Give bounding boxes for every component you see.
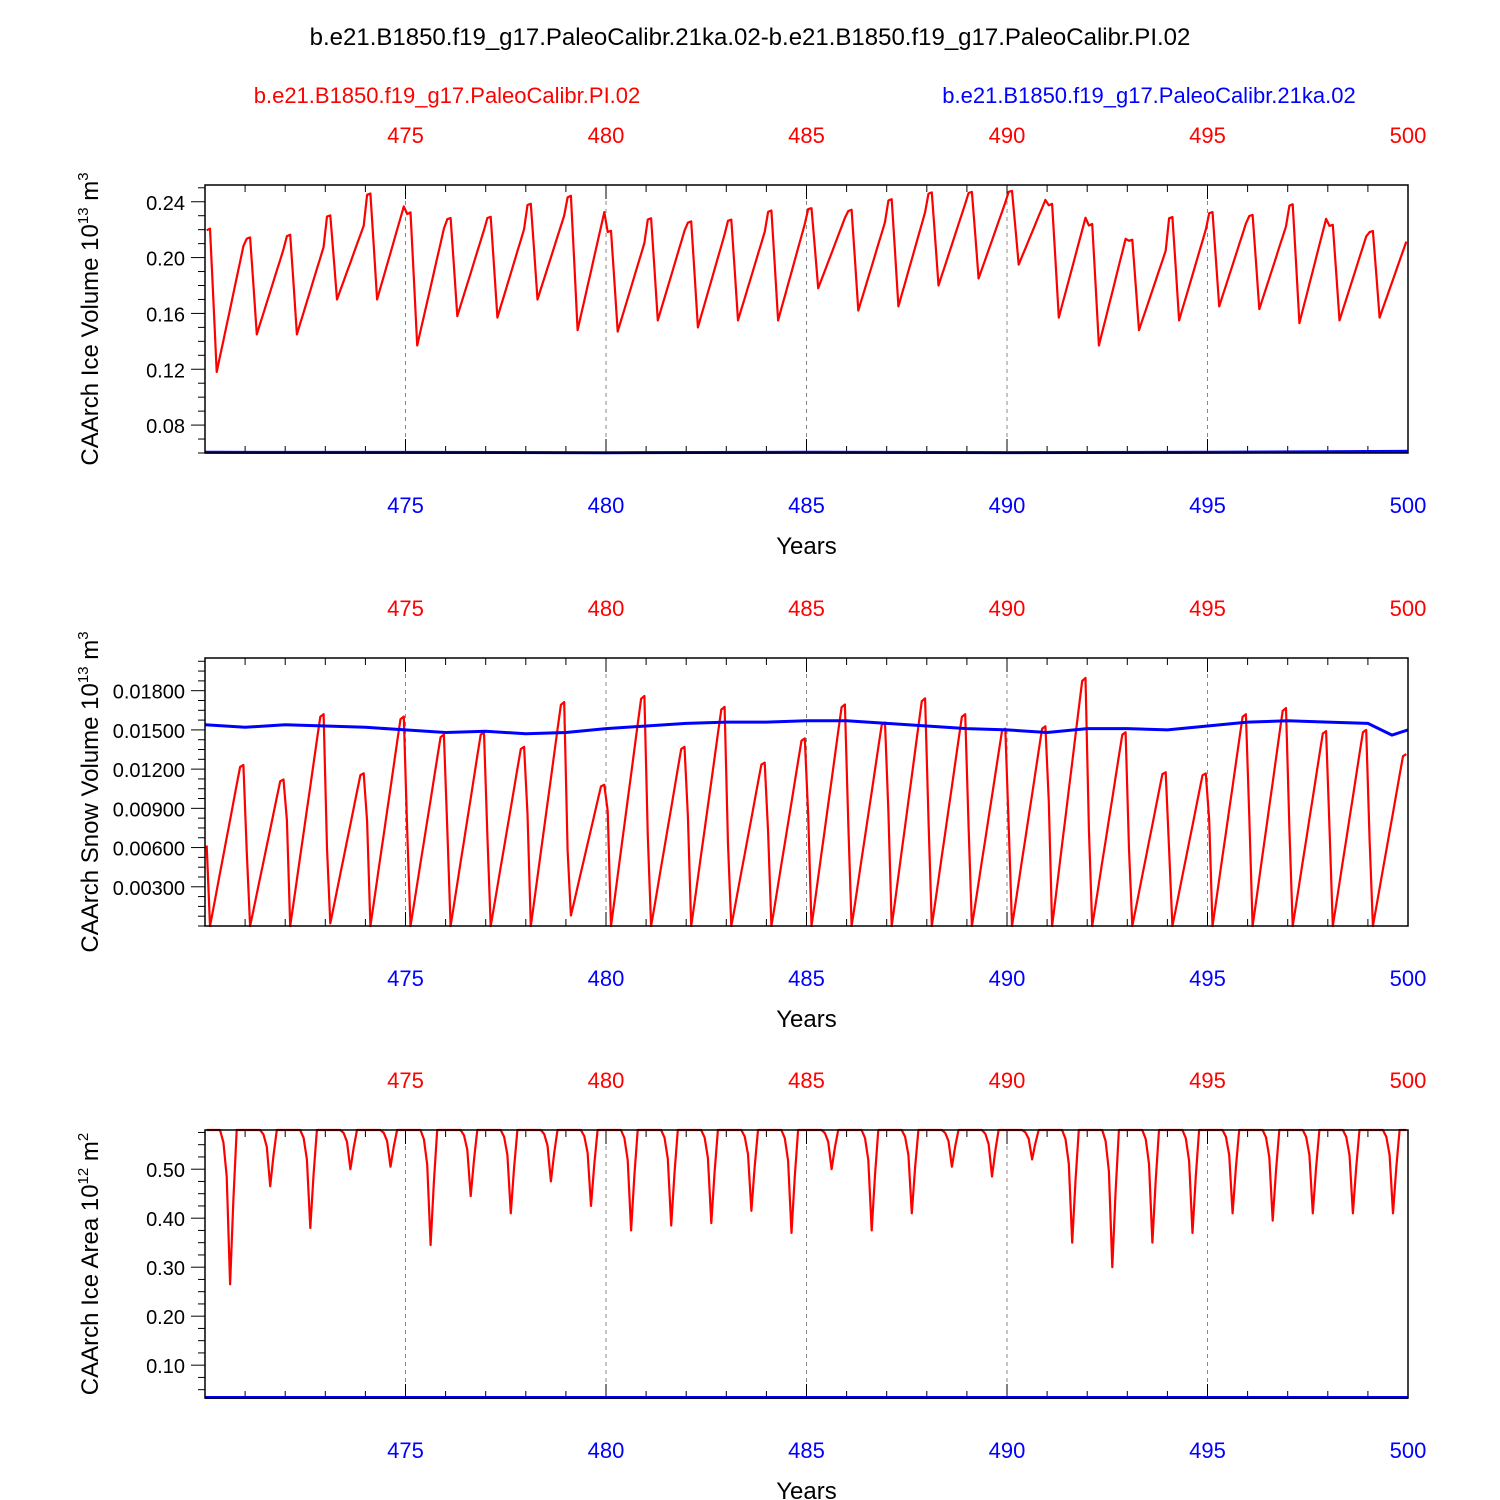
y-axis-label-main: CAArch Ice Area 10 bbox=[77, 1184, 104, 1395]
x-tick-label: 475 bbox=[387, 493, 424, 518]
plot-frame bbox=[204, 657, 1409, 927]
x-tick-label: 475 bbox=[387, 966, 424, 991]
y-axis-label-exp: 13 bbox=[75, 666, 92, 683]
x-tick-label: 490 bbox=[989, 1438, 1026, 1463]
series-line-pi bbox=[205, 676, 1407, 928]
x-tick-label-top: 490 bbox=[989, 1068, 1026, 1093]
x-tick-label-top: 500 bbox=[1390, 1068, 1427, 1093]
y-axis-label-exp: 13 bbox=[75, 207, 92, 224]
y-tick-label: 0.12 bbox=[146, 360, 185, 382]
x-tick-label: 500 bbox=[1390, 1438, 1427, 1463]
y-tick-label: 0.08 bbox=[146, 416, 185, 438]
x-tick-label: 490 bbox=[989, 966, 1026, 991]
x-tick-label: 500 bbox=[1390, 966, 1427, 991]
y-tick-label: 0.30 bbox=[146, 1258, 185, 1280]
y-tick-label: 0.16 bbox=[146, 304, 185, 326]
y-axis-label: CAArch Ice Volume 1013 m3 bbox=[75, 172, 104, 465]
x-tick-label: 480 bbox=[588, 1438, 625, 1463]
x-tick-label-top: 475 bbox=[387, 1068, 424, 1093]
y-axis-label-main: CAArch Snow Volume 10 bbox=[77, 683, 104, 952]
y-axis-label-main: CAArch Ice Volume 10 bbox=[77, 224, 104, 465]
y-axis-label: CAArch Snow Volume 1013 m3 bbox=[75, 631, 104, 952]
x-tick-label-top: 500 bbox=[1390, 123, 1427, 148]
x-tick-label: 485 bbox=[788, 966, 825, 991]
series-line-pi bbox=[206, 189, 1408, 374]
x-tick-label: 500 bbox=[1390, 493, 1427, 518]
y-tick-label: 0.20 bbox=[146, 249, 185, 271]
x-tick-label-top: 475 bbox=[387, 596, 424, 621]
x-tick-label: 495 bbox=[1189, 1438, 1226, 1463]
y-axis-label-unit-exp: 3 bbox=[75, 631, 92, 639]
x-tick-label: 480 bbox=[588, 493, 625, 518]
x-tick-label: 480 bbox=[588, 966, 625, 991]
panels: 0.08 0.12 0.16 0.20 0.24 475 475 480 480 485 485 49… bbox=[75, 123, 1426, 1500]
y-tick-label: 0.01500 bbox=[113, 721, 185, 743]
y-tick-label: 0.01200 bbox=[113, 760, 185, 782]
x-tick-label-top: 485 bbox=[788, 596, 825, 621]
x-tick-label-top: 495 bbox=[1189, 1068, 1226, 1093]
x-axis-label: Years bbox=[776, 533, 837, 560]
x-tick-label-top: 490 bbox=[989, 596, 1026, 621]
legend-lgm-label: b.e21.B1850.f19_g17.PaleoCalibr.21ka.02 bbox=[942, 83, 1355, 108]
y-tick-label: 0.24 bbox=[146, 193, 185, 215]
x-tick-label: 490 bbox=[989, 493, 1026, 518]
y-axis-label-unit: m bbox=[77, 181, 104, 208]
y-tick-label: 0.40 bbox=[146, 1209, 185, 1231]
y-axis-label-exp: 12 bbox=[75, 1168, 92, 1185]
x-tick-label-top: 485 bbox=[788, 123, 825, 148]
x-axis-label: Years bbox=[776, 1006, 837, 1033]
y-tick-label: 0.10 bbox=[146, 1356, 185, 1378]
x-tick-label: 475 bbox=[387, 1438, 424, 1463]
x-tick-label-top: 495 bbox=[1189, 123, 1226, 148]
chart-title: b.e21.B1850.f19_g17.PaleoCalibr.21ka.02-… bbox=[310, 24, 1191, 51]
y-axis-label-unit: m bbox=[77, 640, 104, 667]
x-tick-label-top: 480 bbox=[588, 596, 625, 621]
y-axis-label-unit-exp: 3 bbox=[75, 172, 92, 180]
y-axis-label-unit: m bbox=[77, 1141, 104, 1168]
x-tick-label: 495 bbox=[1189, 966, 1226, 991]
x-tick-label-top: 485 bbox=[788, 1068, 825, 1093]
x-tick-label: 495 bbox=[1189, 493, 1226, 518]
x-tick-label: 485 bbox=[788, 1438, 825, 1463]
y-tick-label: 0.00300 bbox=[113, 878, 185, 900]
x-tick-label-top: 490 bbox=[989, 123, 1026, 148]
y-tick-label: 0.01800 bbox=[113, 682, 185, 704]
y-axis-label: CAArch Ice Area 1012 m2 bbox=[75, 1133, 104, 1395]
plot-frame bbox=[204, 184, 1409, 454]
y-tick-label: 0.00600 bbox=[113, 839, 185, 861]
panel-2: 0.00300 0.00600 0.00900 0.01200 0.01500 0.018… bbox=[75, 596, 1426, 1033]
y-tick-label: 0.20 bbox=[146, 1307, 185, 1329]
x-tick-label-top: 495 bbox=[1189, 596, 1226, 621]
x-tick-label: 485 bbox=[788, 493, 825, 518]
y-axis-label-unit-exp: 2 bbox=[75, 1133, 92, 1141]
legend-pi-label: b.e21.B1850.f19_g17.PaleoCalibr.PI.02 bbox=[254, 83, 641, 108]
plot-frame bbox=[204, 1129, 1409, 1399]
x-tick-label-top: 475 bbox=[387, 123, 424, 148]
y-tick-label: 0.00900 bbox=[113, 799, 185, 821]
x-tick-label-top: 480 bbox=[588, 1068, 625, 1093]
panel-3: 0.10 0.20 0.30 0.40 0.50 475 475 480 480 485 485 49… bbox=[75, 1068, 1426, 1500]
x-axis-label: Years bbox=[776, 1478, 837, 1500]
x-tick-label-top: 480 bbox=[588, 123, 625, 148]
y-tick-label: 0.50 bbox=[146, 1160, 185, 1182]
x-tick-label-top: 500 bbox=[1390, 596, 1427, 621]
series-line-lgm bbox=[205, 719, 1408, 737]
panel-1: 0.08 0.12 0.16 0.20 0.24 475 475 480 480 485 485 49… bbox=[75, 123, 1426, 560]
